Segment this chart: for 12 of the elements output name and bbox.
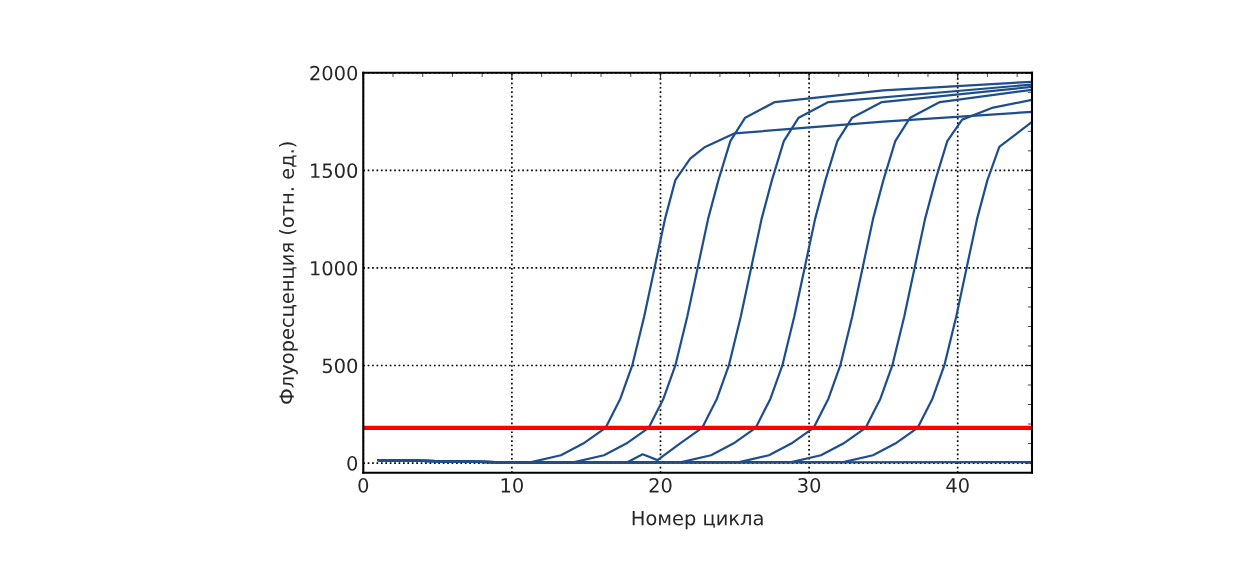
x-tick-label: 40 [946, 478, 969, 493]
x-tick-label: 10 [501, 478, 523, 493]
x-tick-label: 30 [798, 478, 821, 493]
x-tick-label: 20 [649, 478, 672, 493]
y-axis-title: Флуоресценция (отн. ед.) [279, 142, 298, 404]
x-axis-title: Номер цикла [632, 510, 763, 530]
y-tick-label: 1000 [311, 260, 358, 276]
y-tick-label: 500 [322, 358, 358, 374]
y-tick-label: 2000 [310, 65, 358, 81]
y-tick-label: 1500 [311, 163, 358, 179]
y-tick-label: 0 [347, 456, 358, 471]
x-tick-label: 0 [358, 478, 369, 493]
